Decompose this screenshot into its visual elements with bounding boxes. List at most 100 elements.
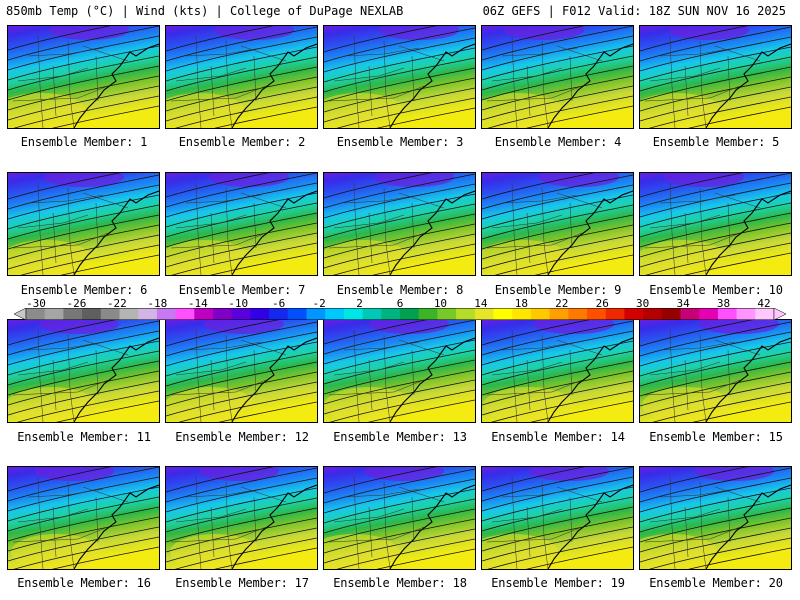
state-border bbox=[501, 488, 578, 498]
color-scale-swatch bbox=[175, 308, 195, 320]
wind-contour bbox=[640, 173, 791, 208]
state-border bbox=[12, 526, 109, 543]
state-border bbox=[511, 35, 518, 128]
wind-contour bbox=[482, 194, 633, 230]
wind-contour bbox=[482, 45, 633, 81]
ensemble-member-label: Ensemble Member: 20 bbox=[649, 576, 783, 590]
wind-contour bbox=[490, 390, 633, 422]
color-scale-swatch bbox=[643, 308, 663, 320]
state-border bbox=[27, 341, 104, 351]
state-border bbox=[541, 481, 549, 569]
state-border bbox=[240, 192, 287, 209]
wind-contour bbox=[16, 390, 159, 422]
state-border bbox=[714, 486, 761, 503]
ensemble-member-label: Ensemble Member: 11 bbox=[17, 430, 151, 444]
state-border bbox=[52, 359, 57, 411]
state-border bbox=[67, 334, 75, 422]
state-border bbox=[727, 202, 731, 249]
wind-contour bbox=[336, 97, 475, 128]
wind-contour bbox=[324, 478, 475, 514]
wind-contour bbox=[640, 507, 791, 543]
temperature-field bbox=[324, 467, 475, 569]
wind-contour bbox=[324, 320, 475, 355]
wind-contour bbox=[166, 381, 317, 417]
wind-contour bbox=[640, 212, 791, 248]
state-border bbox=[253, 349, 257, 396]
wind-contour bbox=[482, 184, 633, 220]
temperature-field bbox=[166, 26, 317, 128]
state-border bbox=[659, 194, 736, 204]
wind-contour bbox=[8, 35, 159, 71]
state-border bbox=[556, 192, 603, 209]
state-border bbox=[37, 476, 44, 569]
state-border bbox=[649, 67, 721, 82]
state-border bbox=[210, 506, 215, 558]
state-border bbox=[411, 202, 415, 249]
color-scale-tick-label: -30 bbox=[26, 297, 46, 310]
wind-contour bbox=[178, 391, 317, 422]
state-border bbox=[383, 481, 391, 569]
color-scale-swatch bbox=[138, 308, 158, 320]
wind-contour bbox=[482, 467, 585, 492]
wind-contour bbox=[648, 537, 791, 569]
wind-contour bbox=[214, 106, 317, 128]
state-border bbox=[669, 476, 676, 569]
wind-contour bbox=[8, 85, 159, 121]
wind-contour bbox=[8, 26, 159, 61]
wind-contour bbox=[8, 350, 159, 386]
state-border bbox=[240, 486, 287, 503]
wind-contour bbox=[640, 351, 791, 387]
color-scale-swatch bbox=[82, 308, 102, 320]
state-border bbox=[649, 508, 721, 523]
state-border bbox=[383, 187, 391, 275]
wind-contour bbox=[324, 233, 475, 269]
ensemble-member-label: Ensemble Member: 3 bbox=[336, 135, 464, 149]
state-border bbox=[353, 182, 360, 275]
wind-contour bbox=[166, 232, 317, 268]
wind-contour bbox=[688, 547, 791, 569]
color-scale-swatch bbox=[717, 308, 737, 320]
state-border bbox=[82, 486, 129, 503]
wind-contour bbox=[482, 476, 633, 512]
wind-contour bbox=[324, 528, 475, 564]
temperature-field bbox=[640, 320, 791, 422]
coastline bbox=[73, 337, 159, 422]
wind-contour bbox=[8, 506, 159, 542]
state-border bbox=[328, 526, 425, 543]
wind-contour bbox=[640, 517, 791, 553]
wind-contour bbox=[640, 76, 791, 112]
wind-contour bbox=[8, 234, 159, 270]
color-scale-tick-label: -26 bbox=[66, 297, 87, 310]
state-border bbox=[185, 488, 262, 498]
wind-contour bbox=[640, 36, 791, 72]
state-border bbox=[170, 526, 267, 543]
wind-contour bbox=[324, 518, 475, 554]
wind-contour bbox=[166, 467, 274, 493]
state-border bbox=[659, 341, 736, 351]
wind-contour bbox=[640, 173, 743, 198]
color-scale-swatch bbox=[624, 308, 644, 320]
state-border bbox=[398, 339, 445, 356]
state-border bbox=[411, 349, 415, 396]
wind-contour bbox=[336, 538, 475, 569]
state-border bbox=[526, 65, 531, 117]
color-scale-swatch bbox=[250, 308, 270, 320]
state-border bbox=[175, 214, 247, 229]
ensemble-member-map bbox=[7, 319, 160, 423]
wind-contour bbox=[166, 487, 317, 523]
wind-contour bbox=[640, 26, 748, 52]
coastline bbox=[231, 190, 317, 275]
wind-contour bbox=[8, 65, 159, 101]
wind-contour bbox=[482, 173, 595, 200]
wind-contour bbox=[482, 330, 633, 366]
wind-contour bbox=[324, 488, 475, 524]
color-scale-swatch bbox=[325, 308, 345, 320]
wind-contour bbox=[640, 182, 791, 218]
state-border bbox=[368, 359, 373, 411]
color-scale-swatch bbox=[381, 308, 401, 320]
wind-contour bbox=[482, 75, 633, 111]
state-border bbox=[353, 329, 360, 422]
coastline bbox=[73, 484, 159, 569]
state-border bbox=[343, 194, 420, 204]
wind-contour bbox=[166, 173, 269, 198]
